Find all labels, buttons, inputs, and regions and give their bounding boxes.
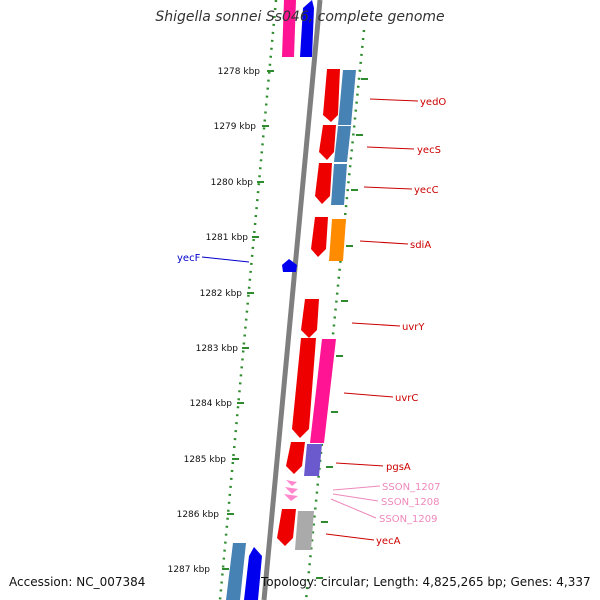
gene-label-yecA[interactable]: yecA (376, 536, 401, 547)
gene-label-SSON_1207[interactable]: SSON_1207 (382, 482, 441, 493)
ruler-label: 1285 kbp (184, 455, 227, 465)
leader-SSON_1209 (330, 498, 377, 519)
leader-pgsA (335, 462, 384, 467)
gene-label-uvrY[interactable]: uvrY (402, 322, 425, 333)
accession-label: Accession: NC_007384 (9, 575, 146, 589)
gene-label-yecF[interactable]: yecF (177, 253, 201, 264)
ruler-label: 1280 kbp (211, 178, 254, 188)
leader-yecA (325, 533, 375, 541)
topology-label: Topology: circular; Length: 4,825,265 bp… (261, 575, 591, 589)
feature-yecC-gene[interactable] (331, 164, 347, 205)
leader-yecC (363, 186, 413, 190)
ruler-label: 1278 kbp (218, 67, 261, 77)
gene-label-sdiA[interactable]: sdiA (410, 240, 431, 251)
map-title: Shigella sonnei Ss046, complete genome (155, 9, 445, 25)
gene-leader-lines (201, 98, 419, 541)
leader-sdiA (359, 240, 409, 245)
feature-yedO-cds[interactable] (323, 69, 340, 122)
ruler-labels: 1278 kbp 1279 kbp 1280 kbp 1281 kbp 1282… (168, 67, 261, 575)
ruler-label: 1279 kbp (214, 122, 257, 132)
feature-yecA-cds[interactable] (277, 509, 296, 546)
leader-uvrC (343, 392, 394, 398)
feature-yecA-gene[interactable] (295, 511, 314, 550)
feature-yecS-cds[interactable] (319, 125, 336, 160)
feature-track (226, 0, 356, 600)
gene-label-yecC[interactable]: yecC (414, 185, 439, 196)
ruler-label: 1283 kbp (196, 344, 239, 354)
gene-label-uvrC[interactable]: uvrC (395, 393, 418, 404)
gene-label-yedO[interactable]: yedO (420, 97, 446, 108)
ruler-label: 1287 kbp (168, 565, 211, 575)
feature-pgsA-gene[interactable] (304, 444, 322, 476)
feature-yecC-cds[interactable] (315, 163, 332, 204)
feature-partial-steel[interactable] (226, 543, 246, 600)
leader-SSON_1207 (332, 485, 381, 491)
leader-yedO (369, 98, 419, 102)
feature-uvrC-cds[interactable] (292, 338, 316, 438)
genome-backbone (261, 0, 323, 600)
ruler-dots-left (218, 0, 278, 600)
gene-label-SSON_1208[interactable]: SSON_1208 (381, 497, 440, 508)
feature-yedO-gene[interactable] (338, 70, 356, 125)
leader-uvrY (351, 322, 401, 327)
gene-labels: yedO yecS yecC sdiA yecF uvrY uvrC pgsA … (177, 97, 446, 547)
feature-partial-blue-bottom[interactable] (244, 547, 262, 600)
ruler-label: 1281 kbp (206, 233, 249, 243)
ruler-label: 1286 kbp (177, 510, 220, 520)
feature-uvrC-gene[interactable] (310, 339, 336, 443)
feature-pgsA-cds[interactable] (286, 442, 305, 474)
feature-uvrY-cds[interactable] (301, 299, 319, 338)
gene-label-pgsA[interactable]: pgsA (386, 462, 411, 473)
feature-SSON_1209[interactable] (284, 494, 298, 501)
feature-SSON_1207[interactable] (286, 480, 297, 486)
feature-sdiA-cds[interactable] (311, 217, 328, 257)
leader-yecS (366, 146, 415, 150)
gene-label-yecS[interactable]: yecS (417, 145, 441, 156)
leader-SSON_1208 (332, 493, 379, 502)
feature-partial-blue[interactable] (300, 0, 314, 57)
ruler-tick-marks (222, 70, 368, 579)
feature-yecS-gene[interactable] (334, 126, 351, 162)
feature-partial-pink[interactable] (282, 0, 296, 57)
feature-SSON_1208[interactable] (285, 487, 298, 494)
leader-yecF (201, 256, 250, 263)
ruler-label: 1282 kbp (200, 289, 243, 299)
feature-yecF-cds[interactable] (282, 259, 297, 272)
gene-label-SSON_1209[interactable]: SSON_1209 (379, 514, 438, 525)
ruler-label: 1284 kbp (190, 399, 233, 409)
feature-sdiA-gene[interactable] (329, 219, 346, 261)
